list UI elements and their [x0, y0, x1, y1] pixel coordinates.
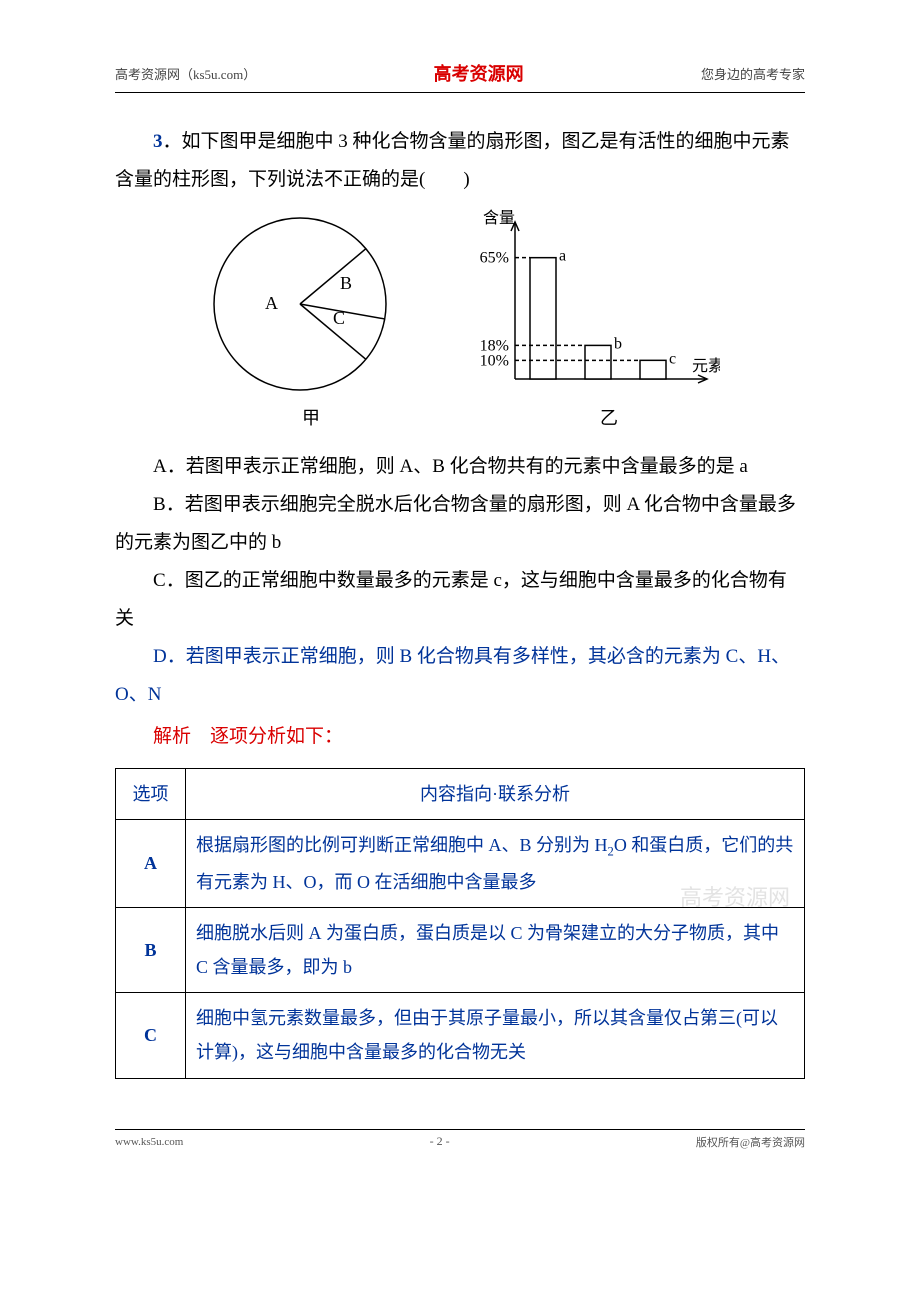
analysis-table: 选项 内容指向·联系分析 A根据扇形图的比例可判断正常细胞中 A、B 分别为 H…	[115, 768, 805, 1079]
svg-text:含量: 含量	[483, 209, 515, 227]
table-row: C细胞中氢元素数量最多，但由于其原子量最小，所以其含量仅占第三(可以计算)，这与…	[116, 993, 805, 1078]
analysis-label: 解析 逐项分析如下：	[115, 718, 805, 756]
figure-captions: 甲 乙	[115, 404, 805, 430]
table-cell-option: C	[116, 993, 186, 1078]
header-left: 高考资源网（ks5u.com）	[115, 64, 256, 83]
table-cell-option: B	[116, 907, 186, 992]
svg-text:B: B	[340, 273, 352, 293]
figure-row: ABC 含量元素65%a18%b10%c	[115, 209, 805, 399]
option-d: D．若图甲表示正常细胞，则 B 化合物具有多样性，其必含的元素为 C、H、O、N	[115, 638, 805, 714]
svg-text:A: A	[265, 293, 278, 313]
page: 高考资源网（ks5u.com） 高考资源网 您身边的高考专家 3．如下图甲是细胞…	[0, 0, 920, 1190]
question-intro: 3．如下图甲是细胞中 3 种化合物含量的扇形图，图乙是有活性的细胞中元素含量的柱…	[115, 123, 805, 199]
svg-text:C: C	[333, 308, 345, 328]
table-row: B细胞脱水后则 A 为蛋白质，蛋白质是以 C 为骨架建立的大分子物质，其中 C …	[116, 907, 805, 992]
table-cell-content: 细胞中氢元素数量最多，但由于其原子量最小，所以其含量仅占第三(可以计算)，这与细…	[186, 993, 805, 1078]
table-header-option: 选项	[116, 769, 186, 820]
table-header-row: 选项 内容指向·联系分析	[116, 769, 805, 820]
question-text: ．如下图甲是细胞中 3 种化合物含量的扇形图，图乙是有活性的细胞中元素含量的柱形…	[115, 131, 790, 190]
table-row: A根据扇形图的比例可判断正常细胞中 A、B 分别为 H2O 和蛋白质，它们的共有…	[116, 820, 805, 908]
footer-page-number: - 2 -	[430, 1134, 450, 1149]
option-a-label: A	[153, 456, 167, 477]
pie-caption: 甲	[302, 404, 320, 430]
header-right: 您身边的高考专家	[701, 64, 805, 83]
page-footer: www.ks5u.com - 2 - 版权所有@高考资源网	[115, 1129, 805, 1150]
option-a: A．若图甲表示正常细胞，则 A、B 化合物共有的元素中含量最多的是 a	[115, 448, 805, 486]
footer-right: 版权所有@高考资源网	[696, 1134, 805, 1150]
header-center-logo: 高考资源网	[434, 60, 524, 86]
option-b: B．若图甲表示细胞完全脱水后化合物含量的扇形图，则 A 化合物中含量最多的元素为…	[115, 486, 805, 562]
option-b-text: ．若图甲表示细胞完全脱水后化合物含量的扇形图，则 A 化合物中含量最多的元素为图…	[115, 494, 796, 553]
svg-text:b: b	[614, 335, 622, 352]
svg-text:c: c	[669, 350, 676, 367]
option-b-label: B	[153, 494, 166, 515]
table-cell-option: A	[116, 820, 186, 908]
table-header-content: 内容指向·联系分析	[186, 769, 805, 820]
bar-chart: 含量元素65%a18%b10%c	[460, 209, 720, 399]
page-header: 高考资源网（ks5u.com） 高考资源网 您身边的高考专家	[115, 60, 805, 93]
table-cell-content: 根据扇形图的比例可判断正常细胞中 A、B 分别为 H2O 和蛋白质，它们的共有元…	[186, 820, 805, 908]
question-number: 3	[153, 131, 163, 152]
option-c: C．图乙的正常细胞中数量最多的元素是 c，这与细胞中含量最多的化合物有关	[115, 562, 805, 638]
option-c-text: ．图乙的正常细胞中数量最多的元素是 c，这与细胞中含量最多的化合物有关	[115, 570, 787, 629]
pie-chart: A BC	[200, 209, 400, 399]
bar-caption: 乙	[600, 404, 618, 430]
svg-text:a: a	[559, 248, 566, 265]
option-a-text: ．若图甲表示正常细胞，则 A、B 化合物共有的元素中含量最多的是 a	[167, 456, 748, 477]
footer-left: www.ks5u.com	[115, 1136, 183, 1148]
option-d-text: ．若图甲表示正常细胞，则 B 化合物具有多样性，其必含的元素为 C、H、O、N	[115, 646, 790, 705]
svg-text:10%: 10%	[480, 352, 509, 369]
svg-text:65%: 65%	[480, 250, 509, 267]
option-d-label: D	[153, 646, 167, 667]
svg-text:元素: 元素	[692, 357, 720, 375]
option-c-label: C	[153, 570, 166, 591]
table-cell-content: 细胞脱水后则 A 为蛋白质，蛋白质是以 C 为骨架建立的大分子物质，其中 C 含…	[186, 907, 805, 992]
